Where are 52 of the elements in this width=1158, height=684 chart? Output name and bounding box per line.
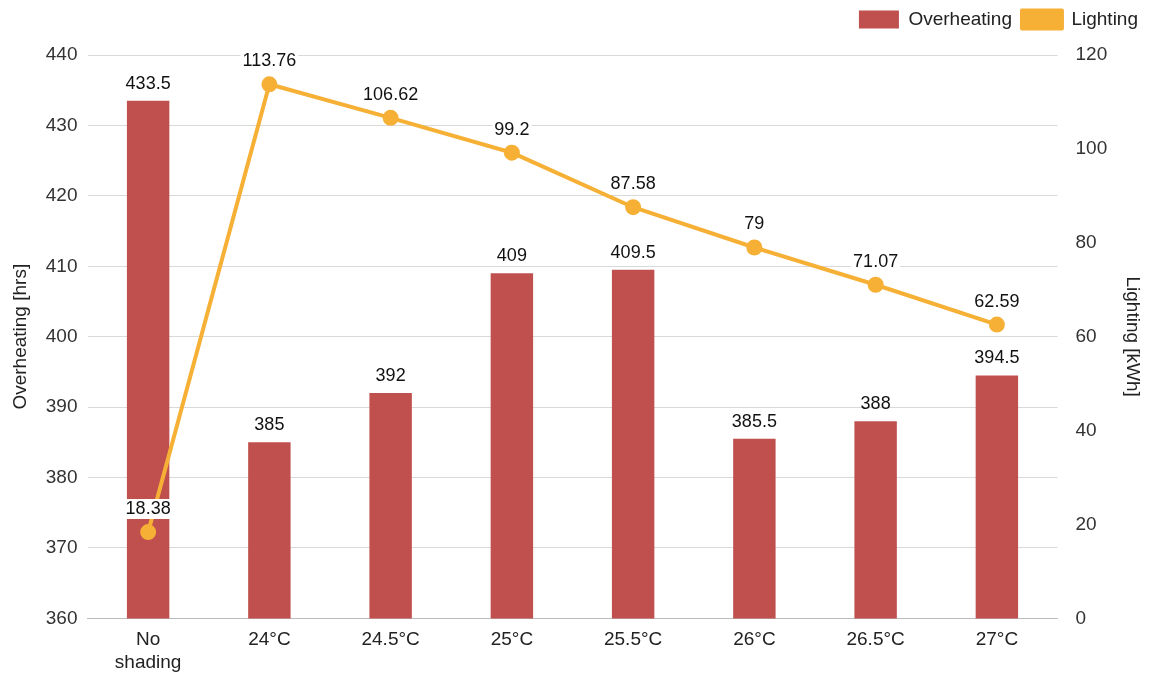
data-label: 62.59 xyxy=(974,290,1020,311)
y2-tick-label: 40 xyxy=(1075,418,1097,440)
y-tick-label: 420 xyxy=(45,184,78,206)
data-label: 385 xyxy=(254,414,285,435)
y2-tick-label: 100 xyxy=(1075,137,1108,159)
data-label: 79 xyxy=(744,213,765,234)
data-label: 99.2 xyxy=(494,118,530,139)
data-label: 87.58 xyxy=(610,173,656,194)
data-label: 392 xyxy=(375,365,406,386)
y-axis-title: Overheating [hrs] xyxy=(8,263,30,410)
y-tick-label: 410 xyxy=(45,254,78,276)
data-label: 433.5 xyxy=(125,72,171,93)
point xyxy=(746,239,763,256)
data-label: 71.07 xyxy=(853,250,899,271)
data-label: 409 xyxy=(496,245,527,266)
y-tick-label: 400 xyxy=(45,324,78,346)
y2-axis-title: Lighting [kWh] xyxy=(1123,276,1145,397)
point xyxy=(140,524,157,541)
x-tick-label: 26.5°C xyxy=(846,628,905,650)
y2-tick-label: 120 xyxy=(1075,43,1108,65)
data-label: 106.62 xyxy=(363,83,419,104)
data-label: 394.5 xyxy=(974,347,1020,368)
point xyxy=(261,76,278,93)
point xyxy=(867,276,884,293)
point xyxy=(503,144,520,161)
x-tick-label: No shading xyxy=(114,628,182,672)
data-label: 409.5 xyxy=(610,241,656,262)
data-label: 113.76 xyxy=(242,50,297,71)
y-tick-label: 370 xyxy=(45,536,78,558)
data-label: 388 xyxy=(860,393,891,414)
x-tick-label: 26°C xyxy=(733,628,776,650)
y-tick-label: 380 xyxy=(45,465,78,487)
y-tick-label: 360 xyxy=(45,606,78,628)
y-tick-label: 430 xyxy=(45,113,78,135)
legend-label: Lighting xyxy=(1071,7,1139,29)
legend-label: Overheating xyxy=(908,7,1012,29)
point xyxy=(625,199,642,216)
y-tick-label: 440 xyxy=(45,43,78,65)
y2-tick-label: 0 xyxy=(1075,606,1087,628)
x-tick-label: 24.5°C xyxy=(361,628,420,650)
x-tick-label: 27°C xyxy=(975,628,1019,650)
y2-tick-label: 20 xyxy=(1075,512,1097,534)
y2-tick-label: 80 xyxy=(1075,231,1097,253)
y2-tick-label: 60 xyxy=(1075,324,1097,346)
y-tick-label: 390 xyxy=(45,395,78,417)
data-label: 385.5 xyxy=(731,410,777,431)
data-label: 18.38 xyxy=(125,498,171,519)
point xyxy=(988,316,1005,333)
point xyxy=(382,109,399,126)
x-tick-label: 25°C xyxy=(490,628,534,650)
x-tick-label: 24°C xyxy=(248,628,291,650)
x-tick-label: 25.5°C xyxy=(603,628,663,650)
